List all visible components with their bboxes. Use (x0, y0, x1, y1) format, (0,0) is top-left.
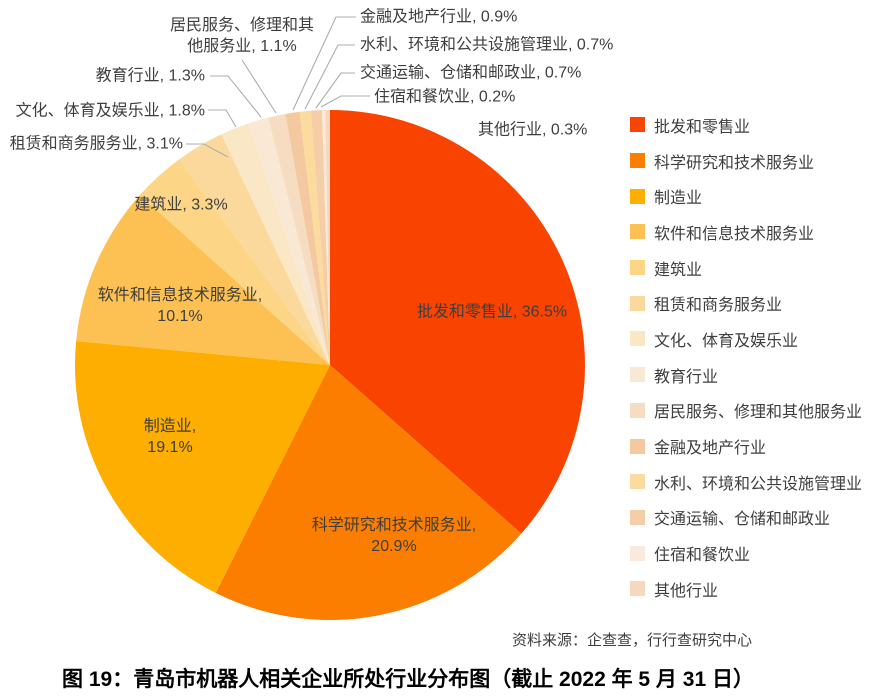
pie-slice-7 (248, 117, 330, 366)
legend-swatch (630, 295, 645, 311)
pie-slice-4 (139, 159, 330, 365)
pie-slice-5 (178, 134, 330, 365)
pie-slice-10 (299, 110, 330, 365)
pie-slice-9 (285, 111, 330, 365)
legend: 批发和零售业科学研究和技术服务业 制造业软件和信息技术服务业 建筑业租赁和商务服务业… (630, 107, 862, 607)
leader-line-11 (315, 72, 355, 109)
legend-swatch (630, 367, 645, 383)
leader-line-12 (320, 95, 370, 108)
pie-slice-0 (330, 110, 585, 534)
legend-item-3: 软件和信息技术服务业 (630, 214, 862, 250)
legend-swatch (630, 331, 645, 347)
legend-swatch (630, 260, 645, 276)
legend-label: 其他行业 (654, 582, 719, 600)
legend-swatch (630, 438, 645, 454)
legend-item-7: 教育行业 (630, 357, 862, 393)
legend-label: 教育行业 (654, 368, 719, 386)
legend-label: 文化、体育及娱乐业 (654, 332, 799, 350)
legend-label: 居民服务、修理和其他服务业 (654, 404, 863, 422)
leader-line-7 (210, 75, 262, 118)
pie-slice-11 (310, 110, 330, 365)
legend-swatch (630, 474, 645, 490)
legend-swatch (630, 581, 645, 597)
legend-item-5: 租赁和商务服务业 (630, 285, 862, 321)
pie-slice-2 (74, 341, 330, 593)
legend-item-0: 批发和零售业 (630, 107, 862, 143)
pie-slice-12 (321, 110, 330, 365)
legend-label: 金融及地产行业 (654, 440, 767, 458)
legend-item-13: 其他行业 (630, 571, 862, 607)
pie-slice-13 (325, 110, 330, 365)
legend-label: 软件和信息技术服务业 (654, 225, 815, 243)
legend-swatch (630, 224, 645, 240)
legend-label: 建筑业 (654, 261, 703, 279)
legend-item-1: 科学研究和技术服务业 (630, 143, 862, 179)
pie-slice-3 (76, 195, 330, 365)
legend-swatch (630, 509, 645, 525)
legend-item-11: 交通运输、仓储和邮政业 (630, 500, 862, 536)
legend-label: 制造业 (654, 190, 703, 208)
pie-slice-1 (215, 365, 522, 621)
pie-slice-8 (268, 113, 330, 365)
legend-label: 交通运输、仓储和邮政业 (654, 511, 831, 529)
figure-source: 资料来源：企查查，行行查研究中心 (512, 632, 753, 649)
legend-label: 批发和零售业 (654, 118, 751, 136)
legend-swatch (630, 117, 645, 133)
legend-swatch (630, 188, 645, 204)
legend-label: 水利、环境和公共设施管理业 (654, 475, 863, 493)
legend-item-6: 文化、体育及娱乐业 (630, 321, 862, 357)
pie-slice-6 (221, 123, 330, 366)
legend-swatch (630, 545, 645, 561)
legend-item-4: 建筑业 (630, 250, 862, 286)
legend-item-12: 住宿和餐饮业 (630, 535, 862, 571)
legend-label: 科学研究和技术服务业 (654, 154, 815, 172)
legend-item-10: 水利、环境和公共设施管理业 (630, 464, 862, 500)
leader-line-10 (304, 44, 355, 110)
legend-item-2: 制造业 (630, 178, 862, 214)
leader-line-6 (208, 109, 237, 128)
leader-line-9 (292, 16, 356, 111)
legend-label: 住宿和餐饮业 (654, 547, 751, 565)
legend-label: 租赁和商务服务业 (654, 297, 783, 315)
figure-caption: 图 19：青岛市机器人相关企业所处行业分布图（截止 2022 年 5 月 31 … (62, 668, 754, 691)
legend-item-8: 居民服务、修理和其他服务业 (630, 393, 862, 429)
leader-line-8 (241, 59, 277, 114)
legend-item-9: 金融及地产行业 (630, 428, 862, 464)
leader-line-5 (186, 143, 229, 158)
legend-swatch (630, 402, 645, 418)
legend-swatch (630, 153, 645, 169)
